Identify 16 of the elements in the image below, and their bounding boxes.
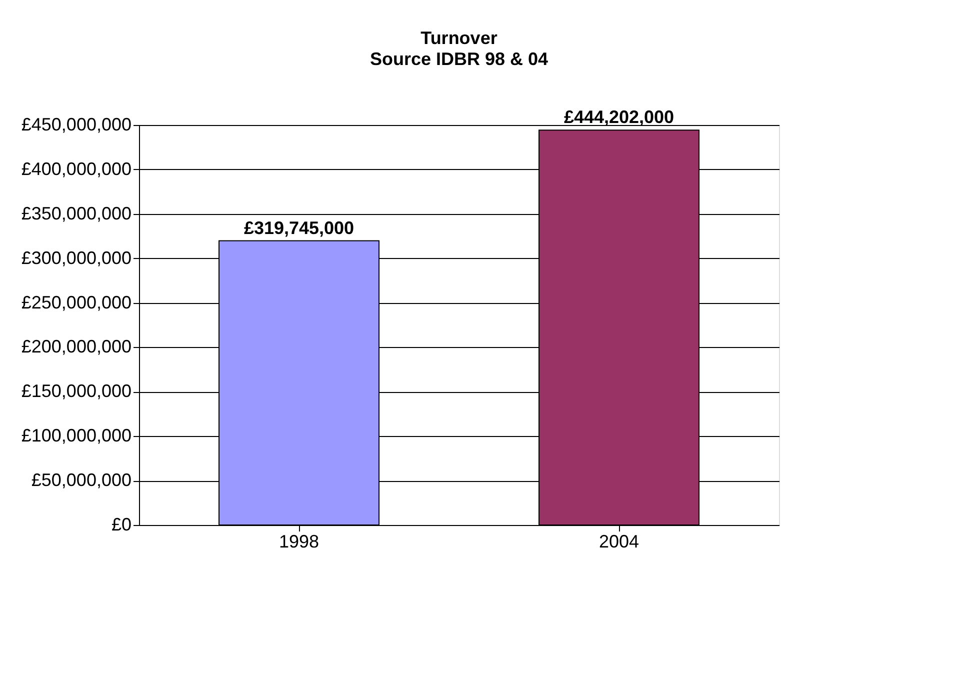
y-tick-label: £100,000,000 [21, 426, 132, 446]
y-tick-label: £400,000,000 [21, 158, 132, 179]
y-tick-label: £300,000,000 [21, 248, 132, 268]
x-tick-label: 1998 [278, 532, 320, 552]
y-tick-label: £150,000,000 [21, 381, 132, 402]
data-label: £444,202,000 [564, 107, 674, 128]
y-tick-label: £250,000,000 [21, 292, 132, 312]
data-label: £319,745,000 [244, 218, 354, 238]
y-tick-label: £0 [111, 514, 132, 534]
chart-subtitle: Source IDBR 98 & 04 [370, 49, 548, 70]
chart-title: Turnover [420, 28, 498, 48]
y-tick-label: £50,000,000 [31, 470, 132, 490]
y-tick-label: £200,000,000 [21, 336, 132, 357]
y-tick-label: £350,000,000 [21, 203, 132, 224]
x-tick-label: 2004 [598, 532, 640, 552]
y-tick-label: £450,000,000 [21, 114, 132, 134]
